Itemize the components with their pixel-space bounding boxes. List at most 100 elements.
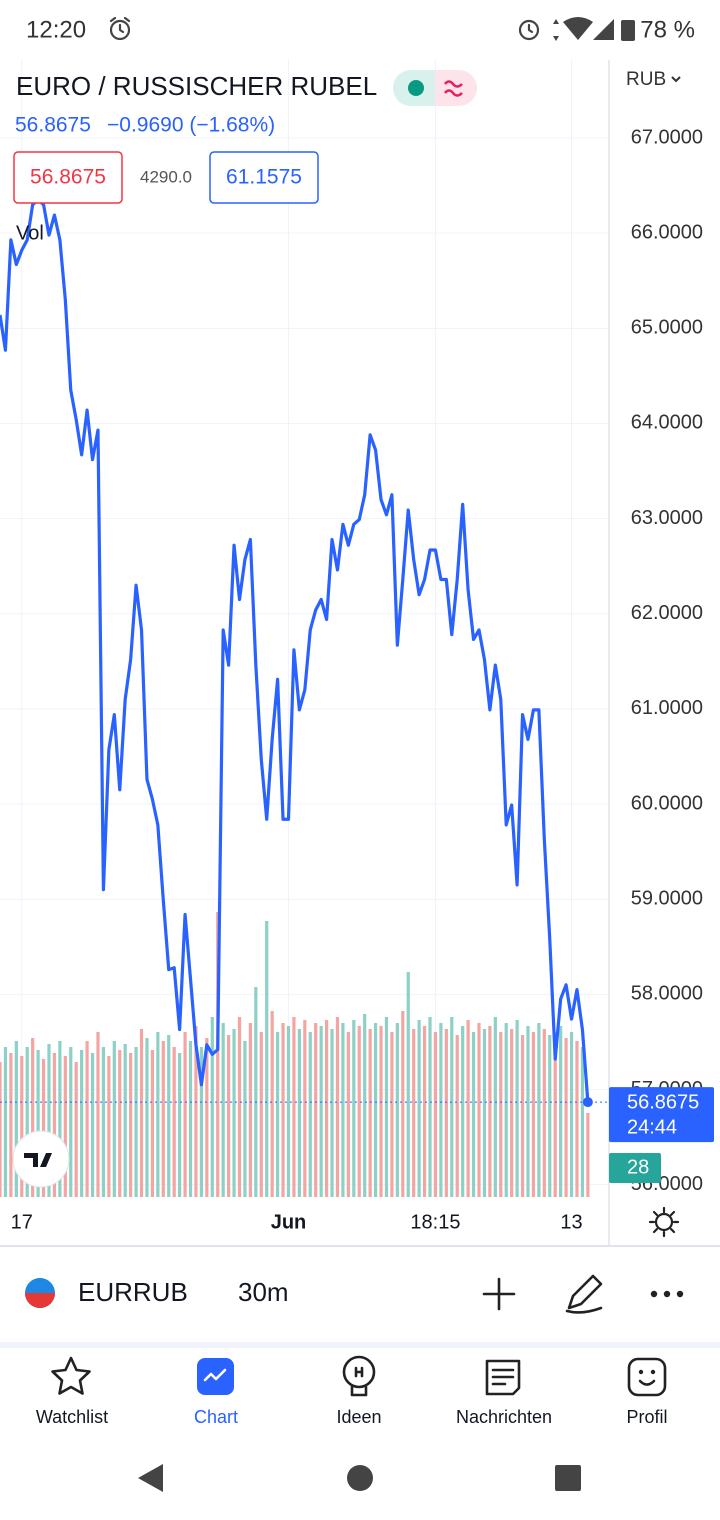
- volume-bar: [384, 1017, 389, 1197]
- volume-bar: [559, 1026, 563, 1197]
- logo-mark[interactable]: [24, 1153, 52, 1167]
- nav-label[interactable]: Ideen: [336, 1407, 381, 1427]
- y-tick-label: 64.0000: [631, 412, 703, 434]
- y-tick-label: 63.0000: [631, 507, 703, 529]
- volume-bar: [276, 1032, 280, 1197]
- y-tick-label: 61.0000: [631, 697, 703, 719]
- settings-icon[interactable]: [648, 1206, 680, 1238]
- volume-bar: [210, 1017, 214, 1197]
- sell-price[interactable]: 56.8675: [30, 166, 106, 189]
- symbol-flag-rub[interactable]: [25, 1293, 55, 1308]
- volume-bar: [417, 1020, 421, 1197]
- volume-bar: [455, 1035, 459, 1197]
- currency[interactable]: RUB: [626, 69, 666, 90]
- volume-bar: [548, 1035, 552, 1197]
- volume-bar: [221, 1023, 225, 1197]
- volume-bar: [537, 1023, 541, 1197]
- volume-tag-label: 28: [627, 1156, 649, 1178]
- volume-bar: [363, 1014, 367, 1197]
- chart-icon-line[interactable]: [203, 1368, 227, 1382]
- volume-bar: [461, 1026, 465, 1197]
- draw-button[interactable]: [565, 1274, 603, 1314]
- volume-tag: [609, 1153, 661, 1183]
- volume-bar: [3, 1047, 8, 1197]
- volume-bar: [118, 1050, 122, 1197]
- delayed-icon: [443, 80, 463, 97]
- add-button[interactable]: [482, 1277, 516, 1311]
- volume-bar: [477, 1023, 481, 1197]
- buy-button[interactable]: [209, 151, 319, 204]
- symbol[interactable]: EURRUB: [78, 1277, 188, 1307]
- volume-bar: [25, 1047, 29, 1197]
- x-tick-label: 13: [560, 1211, 582, 1233]
- nav-label[interactable]: Profil: [626, 1407, 667, 1427]
- battery-icon: [621, 20, 635, 41]
- news-icon[interactable]: [485, 1359, 521, 1396]
- y-tick-label: 66.0000: [631, 221, 703, 243]
- volume-bar: [515, 1020, 519, 1197]
- price-change: −0.9690 (−1.68%): [107, 114, 275, 137]
- last-price: 56.8675: [15, 114, 91, 137]
- sell-button[interactable]: [13, 151, 123, 204]
- volume-bar: [216, 912, 220, 1197]
- volume-bar: [482, 1029, 487, 1197]
- logo[interactable]: [12, 1130, 70, 1188]
- profile-eye[interactable]: [638, 1369, 644, 1375]
- price-tag: [609, 1087, 714, 1143]
- volume-bar: [569, 1032, 574, 1197]
- plot: [0, 60, 608, 1197]
- profile-eye[interactable]: [650, 1369, 656, 1375]
- volume-bar: [292, 1017, 296, 1197]
- watchlist-icon[interactable]: [51, 1356, 91, 1395]
- y-tick-label: 60.0000: [631, 792, 703, 814]
- x-tick-label: 18:15: [410, 1211, 460, 1233]
- volume-bar: [580, 1047, 585, 1197]
- volume-bar: [0, 1062, 2, 1197]
- volume-bar: [58, 1041, 62, 1197]
- recents-button[interactable]: [555, 1465, 581, 1491]
- market-open-dot: [408, 80, 424, 96]
- status-time: 12:20: [26, 16, 86, 43]
- x-tick-label: 17: [11, 1211, 33, 1233]
- nav-label[interactable]: Watchlist: [36, 1407, 108, 1427]
- volume-bar: [493, 1017, 497, 1197]
- back-button[interactable]: [138, 1464, 163, 1492]
- volume-bar: [41, 1059, 46, 1197]
- volume-bar: [161, 1041, 165, 1197]
- volume-bar: [69, 1047, 73, 1197]
- volume-bar: [504, 1023, 508, 1197]
- volume-bar: [123, 1044, 127, 1197]
- chart-icon[interactable]: [197, 1358, 234, 1395]
- volume-bar: [488, 1026, 492, 1197]
- volume-bar: [85, 1041, 89, 1197]
- volume-bar: [450, 1017, 454, 1197]
- currency-caret[interactable]: [671, 76, 681, 83]
- volume-bar: [178, 1053, 182, 1197]
- volume-bar: [357, 1026, 361, 1197]
- spread: 4290.0: [140, 167, 192, 186]
- volume-bar: [471, 1032, 476, 1197]
- volume-bar: [232, 1029, 236, 1197]
- battery-level: 78 %: [640, 16, 695, 43]
- volume-bar: [368, 1029, 372, 1197]
- volume-bar: [553, 1032, 557, 1197]
- volume-bar: [36, 1050, 40, 1197]
- more-button[interactable]: [650, 1290, 684, 1298]
- y-tick-label: 65.0000: [631, 317, 703, 339]
- buy-price[interactable]: 61.1575: [226, 166, 302, 189]
- nav-label[interactable]: Chart: [194, 1407, 238, 1427]
- ideas-icon[interactable]: [342, 1355, 376, 1397]
- volume-bar: [248, 1023, 252, 1197]
- volume-bar: [341, 1023, 345, 1197]
- volume-bar: [134, 1047, 138, 1197]
- volume-bar: [167, 1035, 171, 1197]
- interval[interactable]: 30m: [238, 1277, 289, 1307]
- nav-label[interactable]: Nachrichten: [456, 1407, 552, 1427]
- volume-bar: [412, 1029, 416, 1197]
- volume-bar: [444, 1029, 448, 1197]
- volume-bar: [259, 1032, 263, 1197]
- home-button[interactable]: [347, 1465, 373, 1491]
- profile-icon[interactable]: [627, 1357, 667, 1397]
- volume-bar: [227, 1035, 231, 1197]
